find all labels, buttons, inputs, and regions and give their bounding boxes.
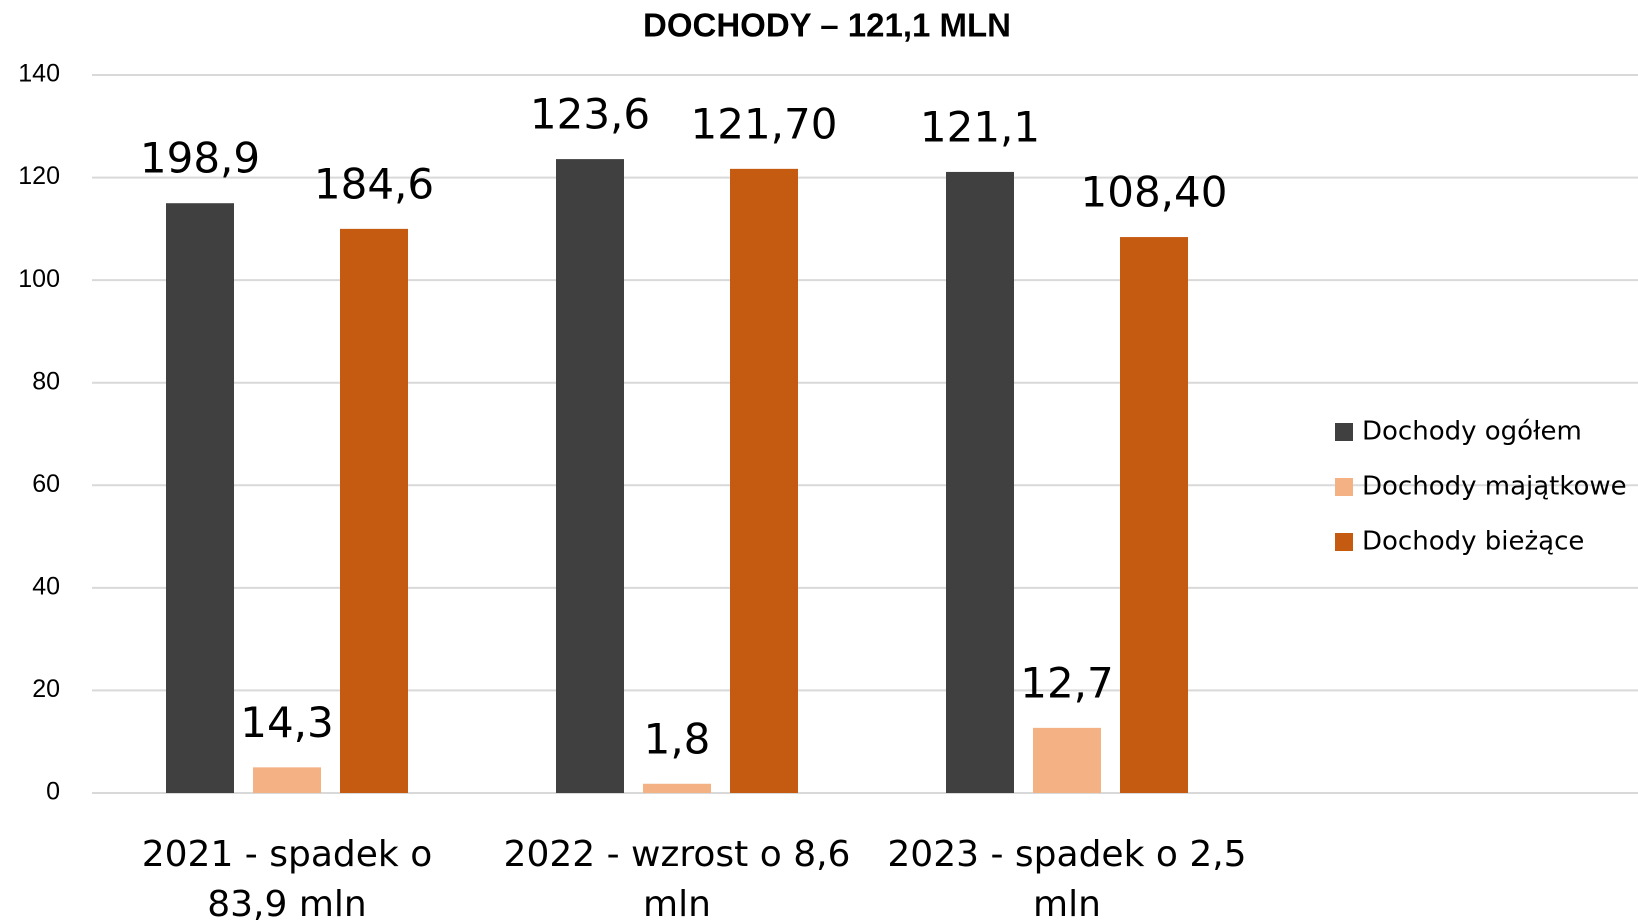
y-tick-label: 100 (18, 265, 60, 293)
data-label: 198,9 (140, 134, 260, 183)
legend-label: Dochody majątkowe (1362, 472, 1627, 502)
x-tick-label: 2023 - spadek o 2,5 mln (887, 834, 1247, 921)
data-label: 184,6 (314, 159, 434, 208)
y-tick-label: 140 (18, 60, 60, 88)
data-label: 123,6 (530, 90, 650, 139)
data-label: 1,8 (644, 714, 711, 763)
legend-swatch (1335, 423, 1353, 441)
chart-title: DOCHODY – 121,1 MLN (643, 7, 1011, 44)
bar (730, 168, 798, 794)
y-tick-label: 20 (32, 675, 60, 703)
bar (166, 203, 234, 793)
bar (340, 228, 408, 793)
y-tick-label: 0 (46, 778, 60, 806)
bar (946, 171, 1014, 793)
data-label: 121,1 (920, 102, 1040, 151)
x-tick-label: 2022 - wzrost o 8,6 mln (503, 834, 851, 921)
data-label: 12,7 (1020, 658, 1114, 707)
data-label: 14,3 (240, 698, 334, 747)
y-tick-label: 40 (32, 572, 60, 600)
y-tick-label: 80 (32, 367, 60, 395)
y-tick-label: 120 (18, 162, 60, 190)
bar (253, 767, 321, 793)
legend-label: Dochody ogółem (1362, 417, 1582, 447)
y-tick-label: 60 (32, 470, 60, 498)
bar (643, 783, 711, 793)
data-label: 121,70 (691, 99, 838, 148)
legend-swatch (1335, 533, 1353, 551)
legend-swatch (1335, 478, 1353, 496)
legend-label: Dochody bieżące (1362, 527, 1584, 557)
bar (556, 159, 624, 793)
bar (1120, 237, 1188, 793)
data-label: 108,40 (1081, 168, 1228, 217)
x-tick-label: 2021 - spadek o 83,9 mln (141, 834, 433, 921)
bar (1033, 727, 1101, 793)
